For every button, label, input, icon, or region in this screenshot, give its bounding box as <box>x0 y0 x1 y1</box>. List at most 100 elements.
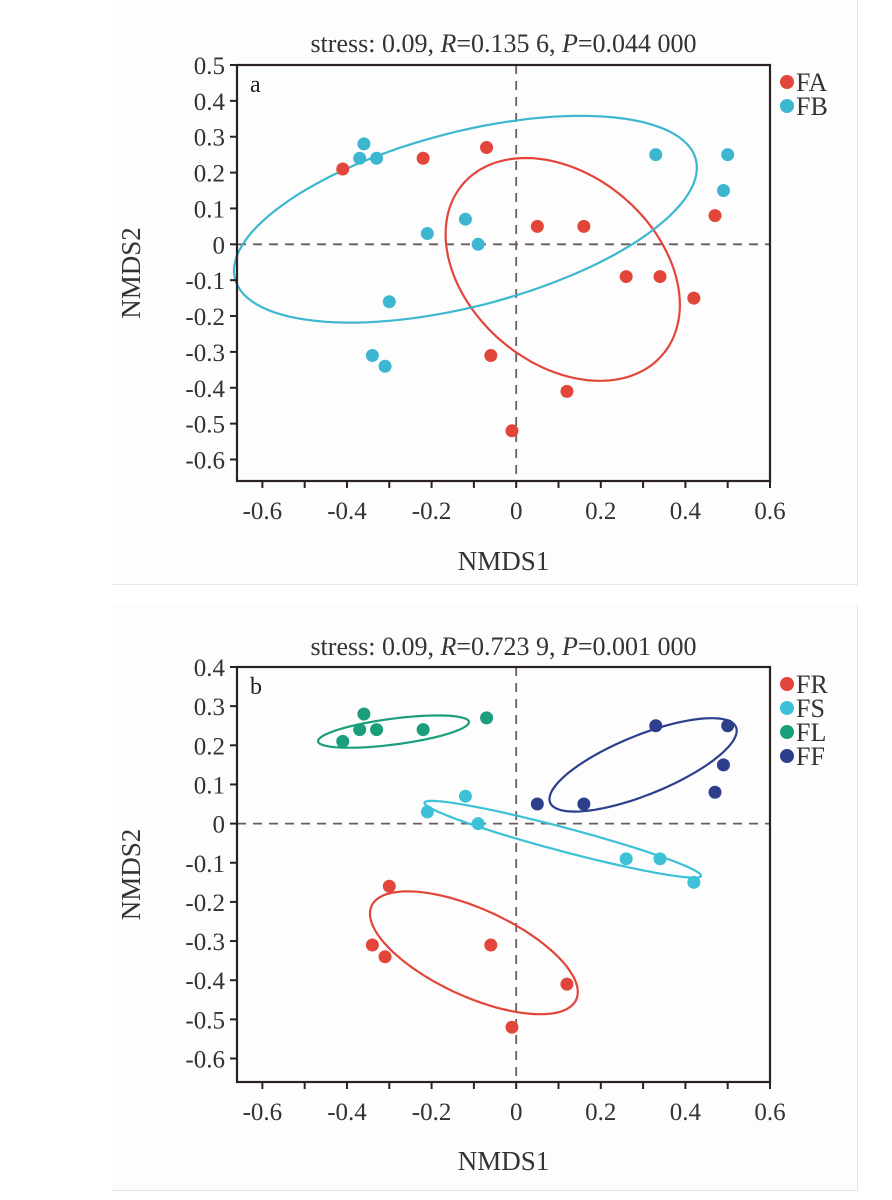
data-point-fb <box>365 348 379 362</box>
legend-marker-fs <box>780 701 794 715</box>
x-tick-label: 0.6 <box>754 498 785 525</box>
data-point-ff <box>716 758 730 772</box>
legend-label-fa: FA <box>796 68 828 97</box>
confidence-ellipse-fl <box>317 714 470 749</box>
stats-prefix: stress: 0.09, <box>310 632 440 661</box>
data-point-ff <box>530 797 544 811</box>
data-point-fs <box>458 789 472 803</box>
data-point-ff <box>708 785 722 799</box>
data-point-fa <box>416 151 430 165</box>
stats-title: stress: 0.09, R=0.135 6, P=0.044 000 <box>310 29 696 58</box>
y-tick-label: -0.4 <box>185 376 225 403</box>
data-point-fb <box>378 359 392 373</box>
data-point-ff <box>649 719 663 733</box>
data-point-fb <box>353 151 367 165</box>
data-point-fa <box>708 209 722 223</box>
stats-r-val: =0.723 9, <box>456 632 562 661</box>
legend-label-fs: FS <box>796 694 825 723</box>
y-tick-label: 0 <box>213 812 226 839</box>
y-tick-label: 0.1 <box>194 196 225 223</box>
y-tick-label: -0.3 <box>185 929 225 956</box>
y-tick-label: -0.4 <box>185 968 225 995</box>
x-tick-label: 0 <box>510 498 523 525</box>
data-point-fa <box>577 219 591 233</box>
y-tick-label: 0 <box>213 232 226 259</box>
data-point-ff <box>577 797 591 811</box>
stats-p-val: =0.001 000 <box>578 632 697 661</box>
confidence-ellipse-fs <box>423 799 703 879</box>
y-axis-title: NMDS2 <box>116 227 146 319</box>
data-point-fa <box>336 162 350 176</box>
x-tick-label: 0 <box>510 1099 523 1126</box>
data-point-fr <box>484 938 498 952</box>
data-point-fb <box>649 148 663 162</box>
legend-label-ff: FF <box>796 742 825 771</box>
legend-marker-fl <box>780 725 794 739</box>
y-tick-label: -0.6 <box>185 1047 225 1074</box>
plot-frame <box>235 63 772 483</box>
data-point-fr <box>505 1020 519 1034</box>
data-point-fb <box>716 184 730 198</box>
y-tick-label: 0.1 <box>194 772 225 799</box>
x-axis-title: NMDS1 <box>458 1146 550 1176</box>
x-tick-label: 0.4 <box>670 1099 702 1126</box>
legend-label-fr: FR <box>796 670 828 699</box>
plot-frame <box>235 665 772 1084</box>
y-tick-label: -0.5 <box>185 1007 225 1034</box>
data-point-ff <box>721 719 735 733</box>
confidence-ellipse-fa <box>444 156 682 382</box>
y-tick-label: -0.2 <box>185 890 225 917</box>
data-point-fr <box>382 879 396 893</box>
data-point-fs <box>687 875 701 889</box>
panel-label: a <box>250 72 261 98</box>
data-point-fb <box>721 148 735 162</box>
legend-marker-ff <box>780 749 794 763</box>
x-tick-label: 0.2 <box>585 498 616 525</box>
y-tick-label: 0.5 <box>194 53 225 80</box>
stats-p-sym: P <box>561 632 578 661</box>
data-point-fa <box>505 424 519 438</box>
data-point-fr <box>560 977 574 991</box>
data-point-fr <box>365 938 379 952</box>
x-tick-label: 0.6 <box>754 1099 785 1126</box>
data-point-fs <box>471 817 485 831</box>
data-point-fl <box>370 723 384 737</box>
x-tick-label: 0.2 <box>585 1099 616 1126</box>
data-point-fl <box>336 734 350 748</box>
data-point-fl <box>416 723 430 737</box>
y-tick-label: 0.4 <box>194 89 226 116</box>
panel-b: -0.6 -0.4 -0.2 0 0.2 0.4 0.6 0.4 0.3 0.2 0.1 0 -0.1 -… <box>116 632 828 1176</box>
y-tick-label: -0.1 <box>185 268 225 295</box>
data-point-fs <box>619 852 633 866</box>
data-point-fs <box>420 805 434 819</box>
data-point-fb <box>420 227 434 241</box>
data-point-fb <box>357 137 371 151</box>
y-tick-label: -0.2 <box>185 304 225 331</box>
stats-title: stress: 0.09, R=0.723 9, P=0.001 000 <box>310 632 696 661</box>
y-tick-label: 0.3 <box>194 694 225 721</box>
legend-label-fl: FL <box>796 718 826 747</box>
data-point-fa <box>484 348 498 362</box>
data-point-fa <box>530 219 544 233</box>
stats-p-val: =0.044 000 <box>578 29 697 58</box>
x-tick-label: -0.2 <box>412 498 452 525</box>
x-tick-label: -0.4 <box>327 1099 367 1126</box>
x-axis-title: NMDS1 <box>458 546 550 576</box>
x-tick-label: -0.6 <box>243 1099 283 1126</box>
stats-r-val: =0.135 6, <box>456 29 562 58</box>
data-point-fl <box>353 723 367 737</box>
legend-marker-fr <box>780 677 794 691</box>
data-point-fa <box>619 270 633 284</box>
data-point-fb <box>370 151 384 165</box>
y-tick-label: 0.3 <box>194 125 225 152</box>
data-point-fl <box>480 711 494 725</box>
stats-r-sym: R <box>439 632 456 661</box>
stats-prefix: stress: 0.09, <box>310 29 440 58</box>
legend-label-fb: FB <box>796 92 828 121</box>
x-tick-label: -0.2 <box>412 1099 452 1126</box>
data-point-fl <box>357 707 371 721</box>
y-tick-label: -0.1 <box>185 851 225 878</box>
legend-marker-fb <box>780 99 794 113</box>
data-point-fb <box>471 237 485 251</box>
